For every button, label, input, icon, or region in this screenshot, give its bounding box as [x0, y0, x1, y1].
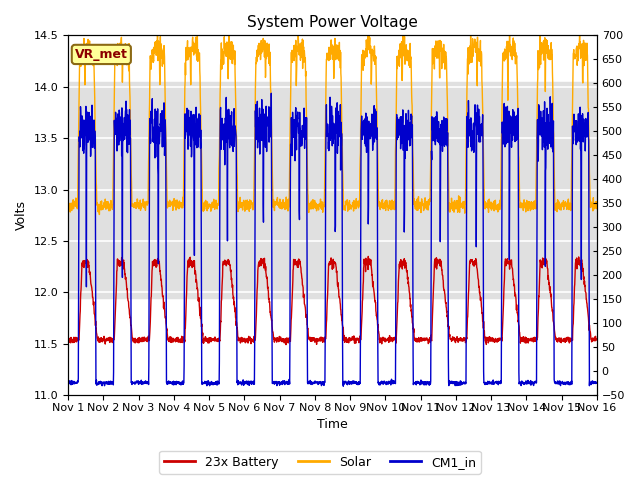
Y-axis label: Volts: Volts — [15, 200, 28, 230]
Text: VR_met: VR_met — [75, 48, 128, 61]
Title: System Power Voltage: System Power Voltage — [247, 15, 418, 30]
Bar — [68, 82, 596, 298]
Legend: 23x Battery, Solar, CM1_in: 23x Battery, Solar, CM1_in — [159, 451, 481, 474]
X-axis label: Time: Time — [317, 419, 348, 432]
